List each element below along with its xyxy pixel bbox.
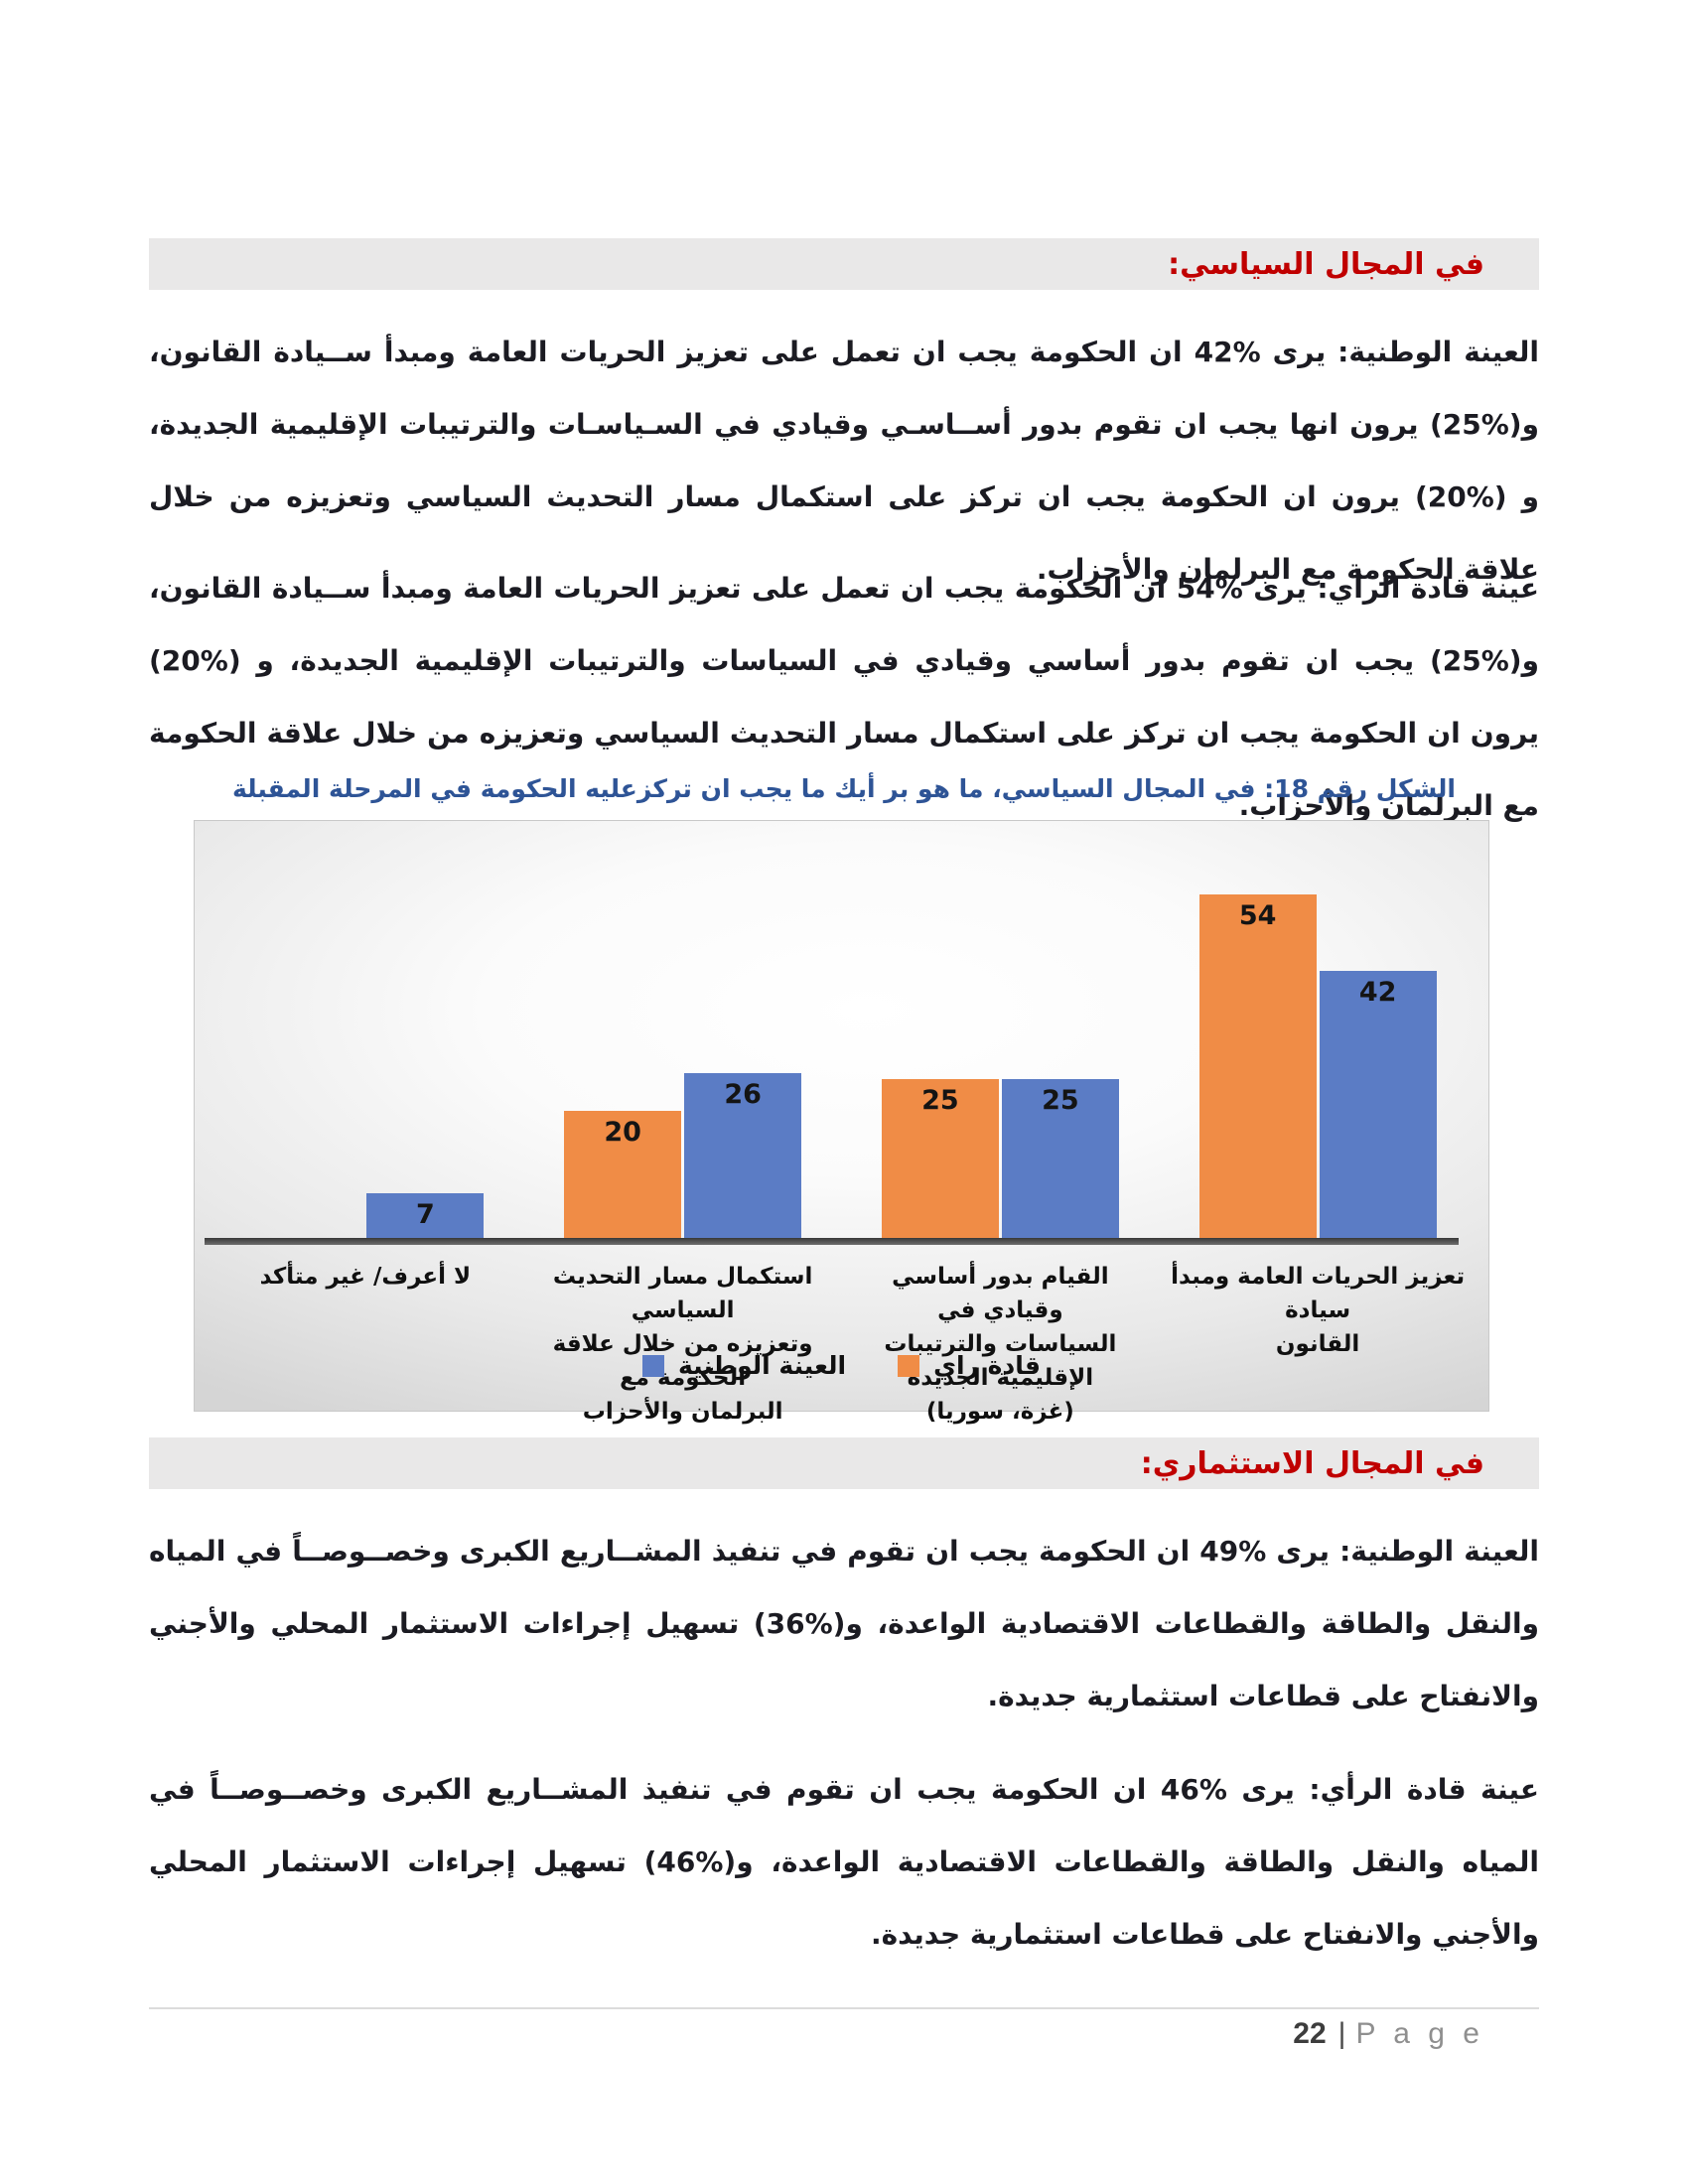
legend-swatch-icon [641,1354,664,1377]
figure-caption: الشكل رقم 18: في المجال السياسي، ما هو ب… [231,774,1456,803]
section-header-political-text: في المجال السياسي: [1168,246,1484,282]
bar-opinion-leaders-1: 54 [1198,894,1317,1238]
bar-value-label: 25 [1042,1085,1079,1116]
bar-value-label: 25 [921,1085,959,1116]
bar-opinion-leaders-2: 25 [881,1079,999,1238]
page-number: 22 [1293,2017,1327,2050]
paragraph-national-investment: العينة الوطنية: يرى %49 ان الحكومة يجب ا… [149,1535,1539,1712]
paragraph-national-political: العينة الوطنية: يرى %42 ان الحكومة يجب ا… [149,336,1539,586]
legend-label: قادة راي [933,1351,1042,1380]
footer-divider [149,2007,1539,2009]
chart-category-label: استكمال مسار التحديث السياسي وتعزيزه من … [552,1264,813,1425]
legend-item-national-sample: العينة الوطنية [641,1351,847,1380]
chart-plot-area: 54 42 25 25 20 26 7 [207,821,1477,1238]
section-header-investment: في المجال الاستثماري: [149,1437,1539,1489]
section-header-investment-text: في المجال الاستثماري: [1140,1445,1484,1481]
chart-category-group: 7 [207,821,524,1238]
chart-category-label: لا أعرف/ غير متأكد [259,1264,472,1290]
chart-category-group: 20 26 [524,821,842,1238]
bar-value-label: 7 [415,1199,435,1230]
figure-18-bar-chart: 54 42 25 25 20 26 7 تعزيز الحريات العامة ومبدأ… [194,820,1489,1425]
footer-page-word: P a g e [1355,2017,1484,2050]
bar-opinion-leaders-3: 20 [564,1111,682,1238]
bar-value-label: 26 [724,1079,762,1110]
legend-label: العينة الوطنية [677,1351,847,1380]
bar-value-label: 42 [1358,977,1397,1008]
chart-category-group: 25 25 [842,821,1160,1238]
bar-national-sample-1: 42 [1319,971,1437,1238]
section-header-political: في المجال السياسي: [149,238,1539,290]
legend-swatch-icon [898,1354,920,1377]
chart-category-label: تعزيز الحريات العامة ومبدأ سيادة القانون [1171,1264,1466,1357]
footer-separator: | [1337,2017,1346,2050]
chart-legend: قادة راي العينة الوطنية [195,1351,1488,1380]
bar-value-label: 54 [1238,900,1277,931]
chart-category-label: القيام بدور أساسي وقيادي في السياسات وال… [884,1264,1117,1425]
bar-national-sample-3: 26 [684,1073,802,1238]
legend-item-opinion-leaders: قادة راي [898,1351,1041,1380]
bar-value-label: 20 [604,1117,641,1148]
page-footer: 22 | P a g e [149,2017,1539,2051]
chart-category-group: 54 42 [1159,821,1477,1238]
bar-national-sample-4: 7 [366,1193,485,1238]
chart-category-labels: تعزيز الحريات العامة ومبدأ سيادة القانون… [207,1260,1477,1429]
chart-x-axis-line [205,1238,1459,1245]
bar-national-sample-2: 25 [1001,1079,1119,1238]
paragraph-leaders-political: عينة قادة الرأي: يرى %54 ان الحكومة يجب … [149,572,1540,822]
paragraph-leaders-investment: عينة قادة الرأي: يرى %46 ان الحكومة يجب … [149,1773,1540,1951]
